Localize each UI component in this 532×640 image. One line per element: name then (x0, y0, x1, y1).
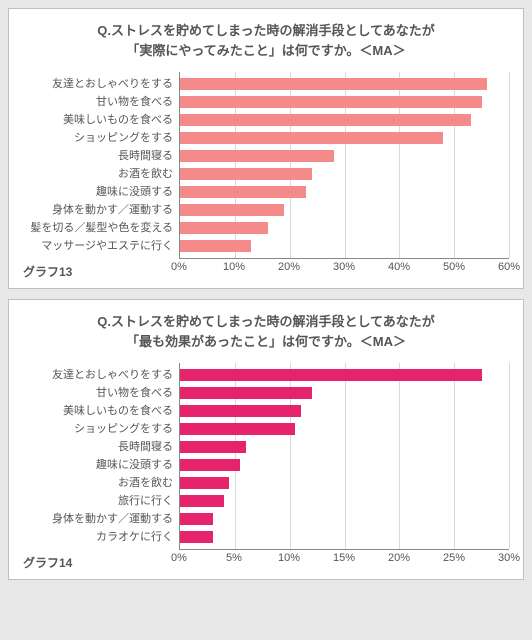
bar (180, 387, 312, 399)
category-label: 友達とおしゃべりをする (23, 75, 173, 93)
bar (180, 495, 224, 507)
bar (180, 459, 240, 471)
category-label: 髪を切る／髪型や色を変える (23, 219, 173, 237)
bar (180, 405, 301, 417)
category-label: 趣味に没頭する (23, 183, 173, 201)
category-label: 趣味に没頭する (23, 456, 173, 474)
chart-title-line1: Q.ストレスを貯めてしまった時の解消手段としてあなたが (23, 21, 509, 41)
bar-row (180, 237, 509, 255)
category-label: 友達とおしゃべりをする (23, 366, 173, 384)
bars-area (179, 363, 509, 550)
x-tick-label: 0% (171, 552, 187, 564)
x-tick-label: 10% (278, 552, 300, 564)
bar (180, 132, 443, 144)
category-label: お酒を飲む (23, 165, 173, 183)
chart13-panel: Q.ストレスを貯めてしまった時の解消手段としてあなたが「実際にやってみたこと」は… (8, 8, 524, 289)
bar-row (180, 528, 509, 546)
category-label: 旅行に行く (23, 492, 173, 510)
category-label: マッサージやエステに行く (23, 237, 173, 255)
bar-row (180, 165, 509, 183)
bars-stack (180, 363, 509, 549)
category-label: 長時間寝る (23, 438, 173, 456)
x-tick-label: 20% (388, 552, 410, 564)
chart-title-line2: 「実際にやってみたこと」は何ですか。＜MA＞ (23, 41, 509, 61)
bar (180, 423, 295, 435)
bars-area (179, 72, 509, 259)
bar-row (180, 129, 509, 147)
chart-title: Q.ストレスを貯めてしまった時の解消手段としてあなたが「実際にやってみたこと」は… (23, 21, 509, 60)
chart-title-line1: Q.ストレスを貯めてしまった時の解消手段としてあなたが (23, 312, 509, 332)
bar-row (180, 510, 509, 528)
x-tick-label: 60% (498, 261, 520, 273)
bar-row (180, 474, 509, 492)
category-label: ショッピングをする (23, 129, 173, 147)
plot-area: 友達とおしゃべりをする甘い物を食べる美味しいものを食べるショッピングをする長時間… (23, 363, 509, 550)
bar (180, 240, 251, 252)
bar (180, 78, 487, 90)
bar-row (180, 366, 509, 384)
bar-row (180, 420, 509, 438)
bar-row (180, 492, 509, 510)
category-label: 長時間寝る (23, 147, 173, 165)
bar (180, 441, 246, 453)
x-tick-label: 20% (278, 261, 300, 273)
bar (180, 168, 312, 180)
x-axis: 0%5%10%15%20%25%30% (23, 550, 509, 568)
chart-title: Q.ストレスを貯めてしまった時の解消手段としてあなたが「最も効果があったこと」は… (23, 312, 509, 351)
bar-row (180, 183, 509, 201)
category-label: ショッピングをする (23, 420, 173, 438)
x-tick-label: 40% (388, 261, 410, 273)
bar (180, 204, 284, 216)
bar-row (180, 75, 509, 93)
x-tick-label: 30% (333, 261, 355, 273)
x-tick-label: 10% (223, 261, 245, 273)
x-tick-label: 50% (443, 261, 465, 273)
bar-row (180, 384, 509, 402)
bar (180, 531, 213, 543)
x-tick-label: 5% (226, 552, 242, 564)
chart-title-line2: 「最も効果があったこと」は何ですか。＜MA＞ (23, 332, 509, 352)
bars-stack (180, 72, 509, 258)
category-label: お酒を飲む (23, 474, 173, 492)
gridline (509, 72, 510, 258)
category-label: カラオケに行く (23, 528, 173, 546)
category-label: 甘い物を食べる (23, 384, 173, 402)
bar (180, 114, 471, 126)
category-label: 身体を動かす／運動する (23, 201, 173, 219)
charts-root: Q.ストレスを貯めてしまった時の解消手段としてあなたが「実際にやってみたこと」は… (8, 8, 524, 580)
category-label: 身体を動かす／運動する (23, 510, 173, 528)
bar-row (180, 219, 509, 237)
gridline (509, 363, 510, 549)
bar-row (180, 147, 509, 165)
category-label: 甘い物を食べる (23, 93, 173, 111)
x-tick-label: 15% (333, 552, 355, 564)
x-tick-label: 0% (171, 261, 187, 273)
category-label: 美味しいものを食べる (23, 111, 173, 129)
bar-row (180, 402, 509, 420)
bar-row (180, 438, 509, 456)
bar (180, 369, 482, 381)
bar (180, 150, 334, 162)
x-tick-label: 30% (498, 552, 520, 564)
y-axis-labels: 友達とおしゃべりをする甘い物を食べる美味しいものを食べるショッピングをする長時間… (23, 72, 179, 259)
bar (180, 477, 229, 489)
chart14-panel: Q.ストレスを貯めてしまった時の解消手段としてあなたが「最も効果があったこと」は… (8, 299, 524, 580)
bar (180, 186, 306, 198)
bar-row (180, 93, 509, 111)
bar-row (180, 201, 509, 219)
bar (180, 96, 482, 108)
bar-row (180, 456, 509, 474)
x-axis: 0%10%20%30%40%50%60% (23, 259, 509, 277)
bar (180, 222, 268, 234)
y-axis-labels: 友達とおしゃべりをする甘い物を食べる美味しいものを食べるショッピングをする長時間… (23, 363, 179, 550)
category-label: 美味しいものを食べる (23, 402, 173, 420)
x-tick-label: 25% (443, 552, 465, 564)
bar-row (180, 111, 509, 129)
bar (180, 513, 213, 525)
plot-area: 友達とおしゃべりをする甘い物を食べる美味しいものを食べるショッピングをする長時間… (23, 72, 509, 259)
